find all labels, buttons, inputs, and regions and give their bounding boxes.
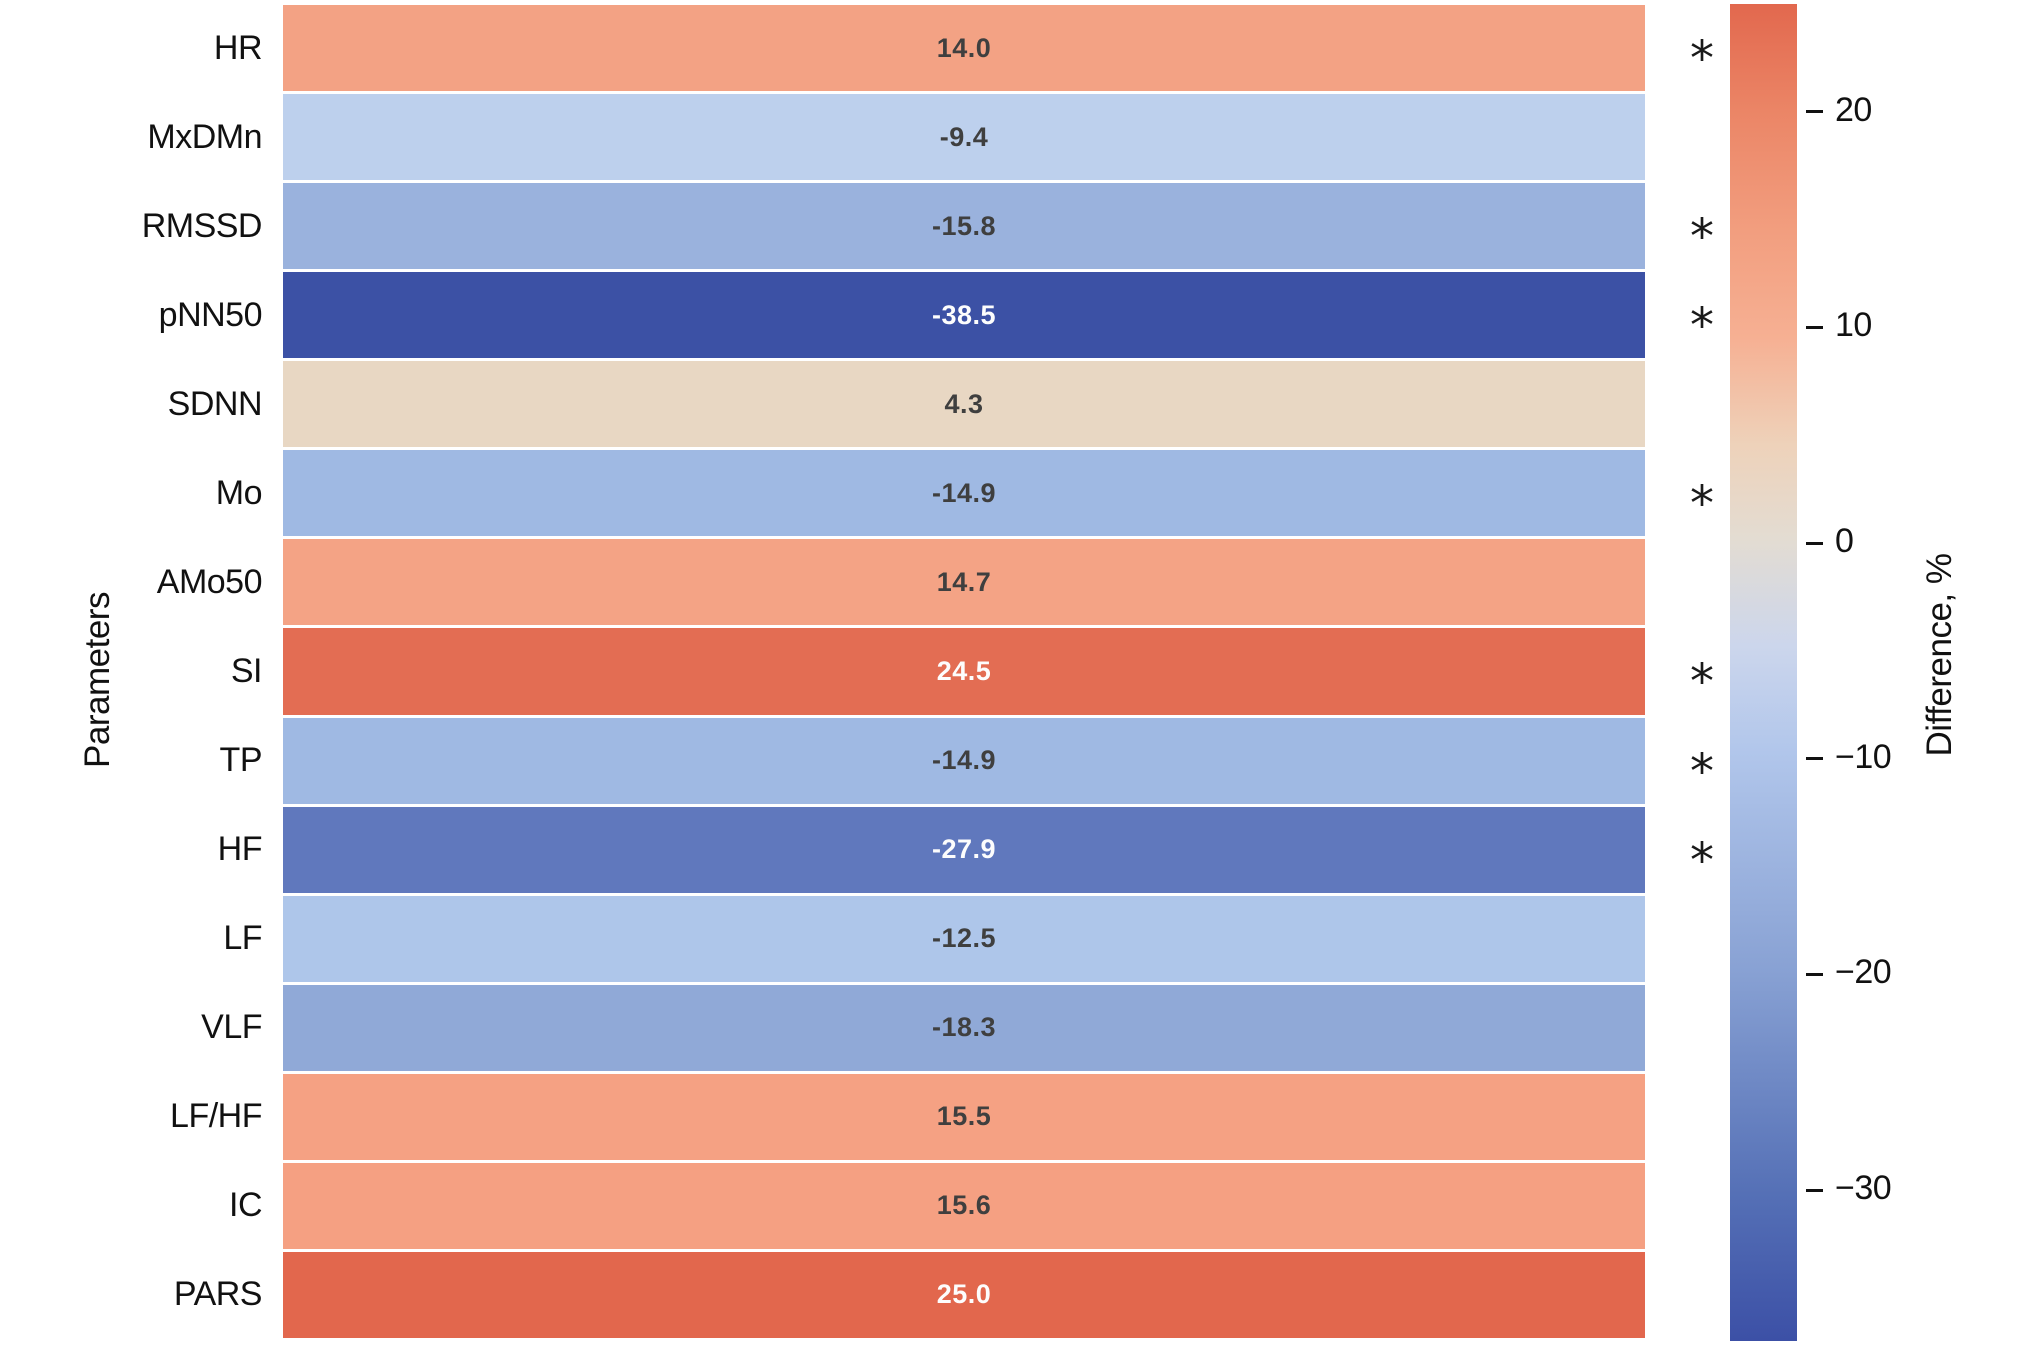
significance-slot bbox=[1672, 361, 1732, 447]
cell-value: 4.3 bbox=[944, 388, 984, 419]
cell-value: -9.4 bbox=[939, 121, 989, 152]
cell-value: -14.9 bbox=[931, 477, 997, 508]
row-label: pNN50 bbox=[158, 295, 263, 334]
cell-value: -38.5 bbox=[931, 299, 997, 330]
significance-slot bbox=[1672, 94, 1732, 180]
colorbar-tick-label: 0 bbox=[1835, 522, 1854, 561]
cell-value: 15.5 bbox=[936, 1101, 992, 1132]
colorbar-tick-mark bbox=[1806, 972, 1823, 976]
heatmap-cell: 14.0 bbox=[283, 5, 1645, 92]
row-label: HF bbox=[217, 830, 263, 869]
cell-value: 14.0 bbox=[936, 32, 992, 63]
heatmap-cell: 4.3 bbox=[283, 361, 1645, 448]
cell-value: -15.8 bbox=[931, 210, 997, 241]
significance-slot: * bbox=[1690, 476, 1714, 533]
heatmap-cell: -15.8 bbox=[283, 183, 1645, 270]
colorbar-tick-label: −10 bbox=[1835, 737, 1892, 776]
cell-value: 14.7 bbox=[936, 566, 992, 597]
cell-value: 15.6 bbox=[936, 1190, 992, 1221]
row-label: LF bbox=[223, 919, 262, 958]
heatmap-cell: 14.7 bbox=[283, 539, 1645, 626]
colorbar-tick-mark bbox=[1806, 757, 1823, 761]
row-label: SI bbox=[230, 651, 263, 690]
row-label: PARS bbox=[173, 1275, 263, 1314]
row-label: LF/HF bbox=[170, 1097, 262, 1136]
significance-slot: * bbox=[1690, 298, 1714, 355]
heatmap-cell: 24.5 bbox=[283, 628, 1645, 715]
row-label: TP bbox=[219, 741, 263, 780]
significance-slot bbox=[1672, 1163, 1732, 1249]
colorbar-tick-label: −20 bbox=[1835, 953, 1892, 992]
row-label: AMo50 bbox=[156, 562, 263, 601]
heatmap-cell: -14.9 bbox=[283, 450, 1645, 537]
significance-slot bbox=[1672, 539, 1732, 625]
row-label: HR bbox=[213, 28, 263, 67]
row-label: Mo bbox=[215, 473, 263, 512]
colorbar-tick-mark bbox=[1806, 110, 1823, 114]
colorbar-tick-mark bbox=[1806, 1188, 1823, 1192]
cell-value: -18.3 bbox=[931, 1012, 997, 1043]
heatmap-cell: 15.5 bbox=[283, 1073, 1645, 1160]
row-label: SDNN bbox=[167, 384, 263, 423]
row-label: IC bbox=[229, 1186, 263, 1225]
significance-slot: * bbox=[1690, 832, 1714, 889]
heatmap-cell: 25.0 bbox=[283, 1251, 1645, 1338]
cell-value: -27.9 bbox=[931, 834, 997, 865]
heatmap-cell: -18.3 bbox=[283, 984, 1645, 1071]
colorbar-tick-mark bbox=[1806, 325, 1823, 329]
significance-slot bbox=[1672, 1074, 1732, 1160]
heatmap-cell: -12.5 bbox=[283, 895, 1645, 982]
heatmap: 14.0 -9.4 -15.8 -38.5 4.3 -14.9 14.7 24.5 -14.9 -… bbox=[283, 5, 1645, 1338]
colorbar bbox=[1730, 4, 1797, 1341]
colorbar-label: Difference, % bbox=[1920, 553, 1959, 757]
row-label: VLF bbox=[201, 1008, 262, 1047]
significance-slot bbox=[1672, 1252, 1732, 1338]
colorbar-tick-label: −30 bbox=[1835, 1168, 1892, 1207]
significance-slot: * bbox=[1690, 209, 1714, 266]
row-label: RMSSD bbox=[141, 206, 263, 245]
colorbar-tick-mark bbox=[1806, 541, 1823, 545]
cell-value: -12.5 bbox=[931, 923, 997, 954]
cell-value: 24.5 bbox=[936, 655, 992, 686]
significance-slot bbox=[1672, 896, 1732, 982]
significance-column: * * * * * * * bbox=[1672, 5, 1732, 1338]
significance-slot: * bbox=[1690, 31, 1714, 88]
significance-slot bbox=[1672, 985, 1732, 1071]
colorbar-tick-label: 10 bbox=[1835, 306, 1872, 345]
row-label-column: HR MxDMn RMSSD pNN50 SDNN Mo AMo50 SI TP HF LF VLF L… bbox=[0, 5, 263, 1338]
heatmap-cell: -27.9 bbox=[283, 806, 1645, 893]
cell-value: -14.9 bbox=[931, 745, 997, 776]
colorbar-tick-label: 20 bbox=[1835, 90, 1872, 129]
heatmap-cell: -9.4 bbox=[283, 94, 1645, 181]
row-label: MxDMn bbox=[147, 117, 262, 156]
significance-slot: * bbox=[1690, 743, 1714, 800]
cell-value: 25.0 bbox=[936, 1279, 992, 1310]
heatmap-cell: -14.9 bbox=[283, 717, 1645, 804]
heatmap-cell: -38.5 bbox=[283, 272, 1645, 359]
heatmap-cell: 15.6 bbox=[283, 1162, 1645, 1249]
significance-slot: * bbox=[1690, 654, 1714, 711]
